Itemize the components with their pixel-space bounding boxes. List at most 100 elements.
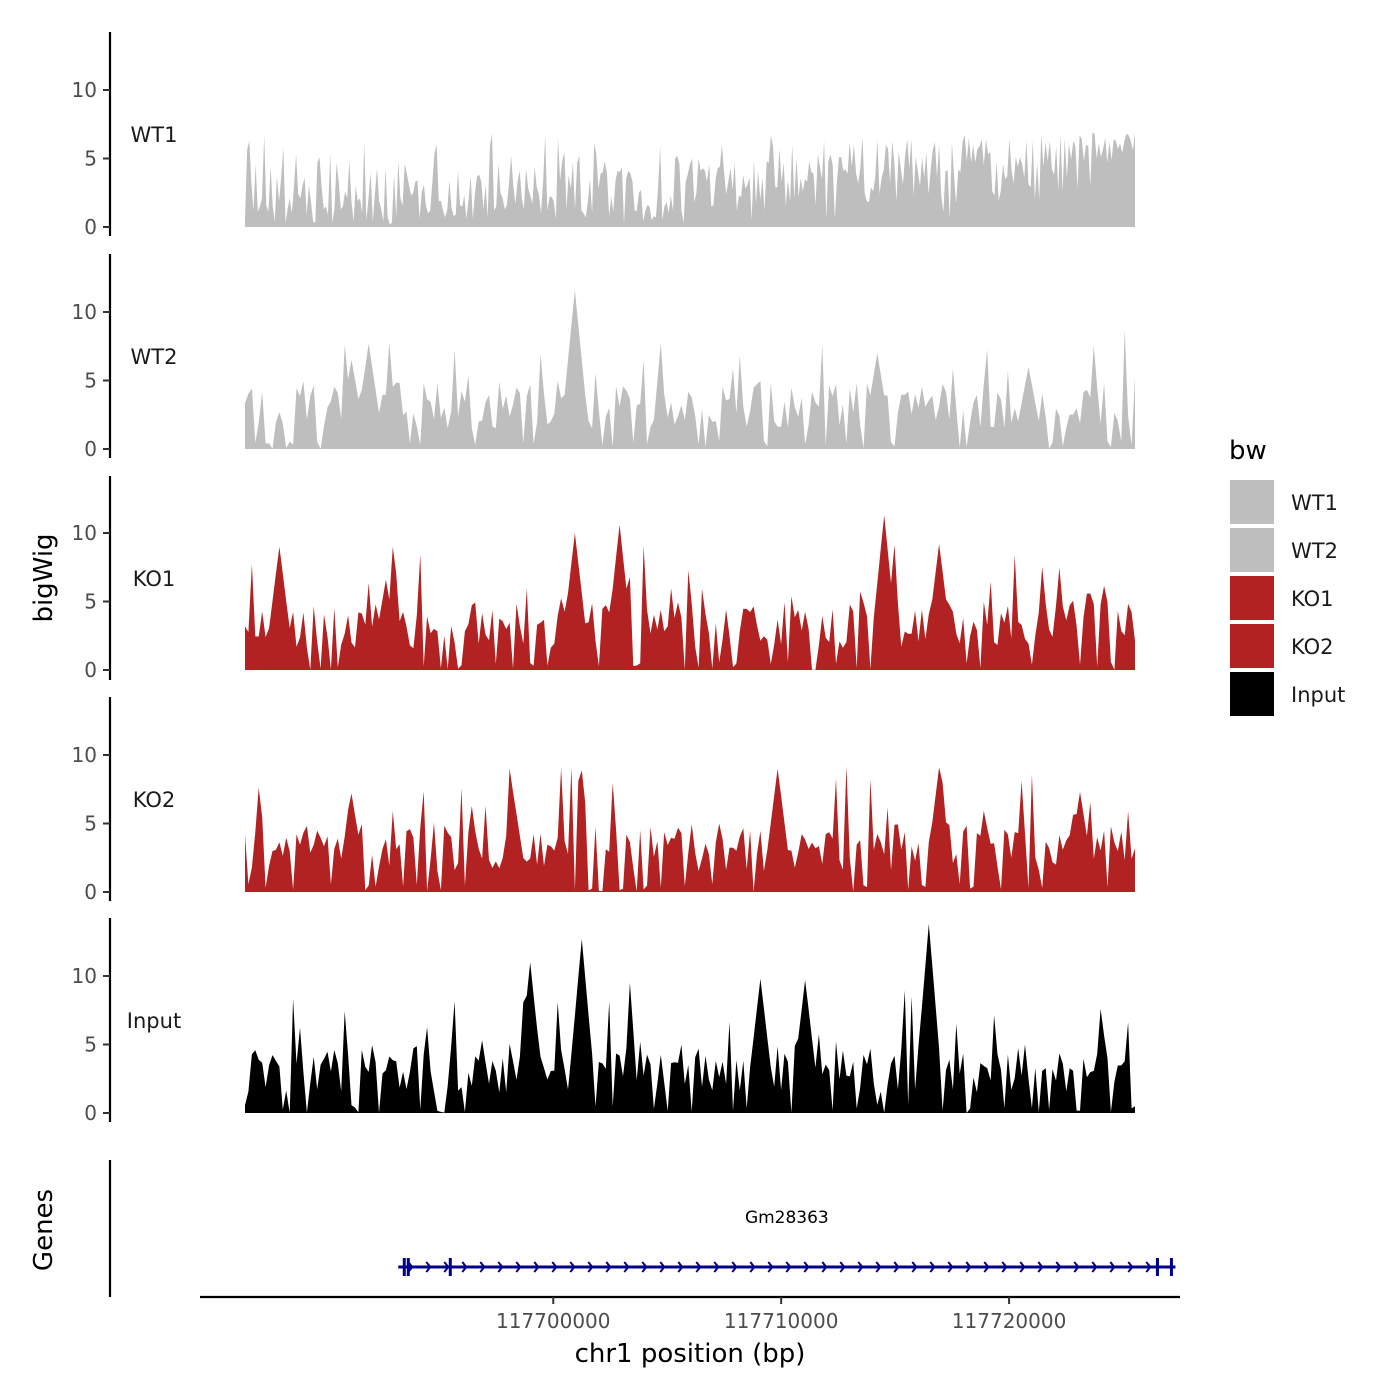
strand-arrow xyxy=(929,1261,936,1273)
exon-mark xyxy=(1155,1258,1159,1276)
y-tick-label: 10 xyxy=(72,78,97,102)
y-tick-label: 0 xyxy=(84,880,97,904)
genes-layer: Gm28363 xyxy=(108,1160,1176,1297)
strand-arrow xyxy=(533,1261,540,1273)
exon-mark xyxy=(1169,1258,1173,1276)
legend-swatch xyxy=(1230,576,1274,620)
x-tick-label: 117720000 xyxy=(952,1309,1067,1333)
strand-arrow xyxy=(551,1261,558,1273)
y-tick-label: 5 xyxy=(84,590,97,614)
track-area-input xyxy=(245,923,1135,1113)
strand-arrow xyxy=(983,1261,990,1273)
track-ko1: 0 5 10 KO1 xyxy=(72,476,1135,682)
track-label: Input xyxy=(127,1009,181,1033)
y-tick-label: 0 xyxy=(84,437,97,461)
track-label: WT1 xyxy=(131,123,178,147)
track-input: 0 5 10 Input xyxy=(72,918,1135,1125)
y-axis-title: bigWig xyxy=(29,533,59,622)
y-tick-label: 5 xyxy=(84,812,97,836)
legend-entry: WT2 xyxy=(1230,528,1338,572)
strand-arrow xyxy=(443,1261,450,1273)
strand-arrow xyxy=(785,1261,792,1273)
track-label: KO2 xyxy=(133,788,176,812)
strand-arrow xyxy=(497,1261,504,1273)
legend-title: bw xyxy=(1229,436,1267,466)
strand-arrow xyxy=(641,1261,648,1273)
strand-arrow xyxy=(1037,1261,1044,1273)
y-tick-label: 10 xyxy=(72,300,97,324)
exon-mark xyxy=(448,1258,452,1276)
y-tick-label: 0 xyxy=(84,215,97,239)
strand-arrow xyxy=(1091,1261,1098,1273)
strand-arrow xyxy=(731,1261,738,1273)
track-ko2: 0 5 10 KO2 xyxy=(72,697,1135,904)
strand-arrow xyxy=(947,1261,954,1273)
strand-arrow xyxy=(479,1261,486,1273)
legend-label: KO1 xyxy=(1291,587,1334,611)
strand-arrow xyxy=(1073,1261,1080,1273)
y-tick-label: 10 xyxy=(72,521,97,545)
strand-arrow xyxy=(605,1261,612,1273)
x-tick-label: 117700000 xyxy=(496,1309,611,1333)
track-area-wt2 xyxy=(245,290,1135,449)
y-tick-label: 10 xyxy=(72,743,97,767)
strand-arrow xyxy=(1055,1261,1062,1273)
legend-label: WT2 xyxy=(1291,539,1338,563)
x-axis-title: chr1 position (bp) xyxy=(575,1339,806,1369)
legend-label: Input xyxy=(1291,683,1345,707)
track-wt2: 0 5 10 WT2 xyxy=(72,254,1135,461)
strand-arrow xyxy=(911,1261,918,1273)
legend-swatch xyxy=(1230,624,1274,668)
track-area-ko1 xyxy=(245,515,1135,670)
strand-arrow xyxy=(695,1261,702,1273)
y-tick-label: 0 xyxy=(84,1101,97,1125)
y-tick-label: 0 xyxy=(84,658,97,682)
exon-mark xyxy=(406,1258,410,1276)
strand-arrow xyxy=(875,1261,882,1273)
strand-arrow xyxy=(623,1261,630,1273)
x-axis: 117700000 117710000 117720000 xyxy=(200,1295,1180,1333)
strand-arrow xyxy=(839,1261,846,1273)
strand-arrow xyxy=(1001,1261,1008,1273)
legend-label: KO2 xyxy=(1291,635,1334,659)
track-area-ko2 xyxy=(245,766,1135,892)
strand-arrow xyxy=(803,1261,810,1273)
y-tick-label: 10 xyxy=(72,964,97,988)
x-tick-label: 117710000 xyxy=(724,1309,839,1333)
strand-arrow xyxy=(461,1261,468,1273)
strand-arrow xyxy=(893,1261,900,1273)
legend-swatch xyxy=(1230,480,1274,524)
strand-arrow xyxy=(1019,1261,1026,1273)
y-tick-label: 5 xyxy=(84,369,97,393)
legend-label: WT1 xyxy=(1291,491,1338,515)
strand-arrow xyxy=(1127,1261,1134,1273)
tracks-layer: 0 5 10 WT1 0 5 10 WT2 0 5 10 KO1 0 5 10 KO2 0 5 10 Input xyxy=(72,32,1135,1125)
strand-arrow xyxy=(659,1261,666,1273)
strand-arrow xyxy=(1109,1261,1116,1273)
strand-arrow xyxy=(1145,1261,1152,1273)
strand-arrow xyxy=(677,1261,684,1273)
genes-axis-title: Genes xyxy=(29,1189,59,1271)
legend-entry: WT1 xyxy=(1230,480,1338,524)
track-wt1: 0 5 10 WT1 xyxy=(72,32,1135,239)
y-tick-label: 5 xyxy=(84,147,97,171)
track-label: KO1 xyxy=(133,567,176,591)
track-label: WT2 xyxy=(131,345,178,369)
legend-swatch xyxy=(1230,672,1274,716)
strand-arrow xyxy=(569,1261,576,1273)
strand-arrow xyxy=(587,1261,594,1273)
gene-gm28363: Gm28363 xyxy=(398,1208,1176,1276)
legend: bw WT1 WT2 KO1 KO2 Input xyxy=(1229,436,1345,716)
exon-mark xyxy=(402,1258,406,1276)
strand-arrow xyxy=(821,1261,828,1273)
strand-arrow xyxy=(767,1261,774,1273)
legend-swatch xyxy=(1230,528,1274,572)
track-area-wt1 xyxy=(245,132,1135,227)
legend-entry: KO1 xyxy=(1230,576,1334,620)
strand-arrow xyxy=(965,1261,972,1273)
legend-entry: KO2 xyxy=(1230,624,1334,668)
y-tick-label: 5 xyxy=(84,1033,97,1057)
strand-arrow xyxy=(749,1261,756,1273)
strand-arrow xyxy=(713,1261,720,1273)
